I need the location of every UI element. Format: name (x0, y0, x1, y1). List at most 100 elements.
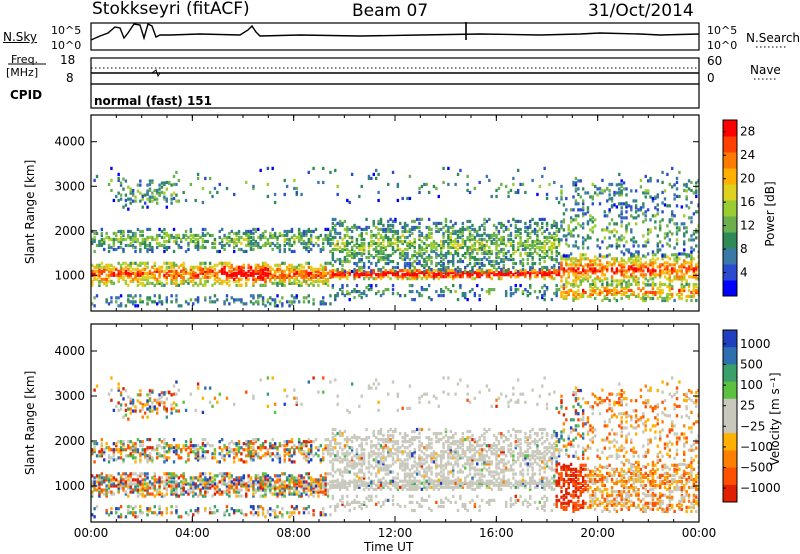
power-cell (579, 263, 582, 267)
power-cell (382, 235, 385, 240)
power-cell (656, 290, 659, 295)
power-cell (377, 219, 380, 224)
power-cell (603, 236, 607, 240)
velocity-cell (204, 509, 207, 513)
power-cell (574, 292, 578, 297)
power-cell (257, 265, 260, 269)
power-cell (557, 269, 561, 273)
power-cell (247, 263, 250, 267)
power-cell (613, 259, 616, 263)
velocity-cell (172, 476, 176, 480)
velocity-cell (127, 407, 130, 411)
power-cell (685, 298, 688, 303)
power-cell (536, 245, 539, 250)
power-cell (158, 183, 161, 187)
power-cell (550, 235, 554, 240)
velocity-cell (93, 460, 96, 464)
power-cell (637, 250, 640, 254)
power-cell (536, 233, 539, 238)
power-cell (423, 269, 426, 274)
velocity-cell (112, 492, 116, 496)
power-cell (545, 271, 549, 275)
power-cell (387, 253, 390, 258)
power-cell (447, 249, 450, 254)
power-cell (478, 261, 481, 266)
power-cell (444, 269, 448, 274)
velocity-cell (143, 411, 147, 415)
power-cell (317, 273, 320, 277)
power-cell (502, 239, 505, 244)
power-cell (516, 287, 520, 292)
power-cell (490, 271, 493, 275)
velocity-cell (139, 492, 142, 496)
power-cell (504, 251, 508, 256)
power-cell (403, 221, 407, 226)
power-cell (382, 227, 385, 232)
power-cell (112, 267, 116, 271)
power-cell (415, 255, 419, 260)
power-cell (427, 265, 431, 270)
power-cell (411, 275, 414, 279)
power-cell (119, 273, 123, 277)
power-cell (603, 210, 607, 214)
velocity-cell (187, 458, 190, 462)
power-cell (249, 241, 253, 246)
power-cell (158, 275, 161, 279)
velocity-cell (158, 476, 161, 480)
power-cell (488, 178, 491, 183)
power-cell (136, 304, 140, 308)
power-cell (406, 247, 409, 252)
power-cell (661, 170, 664, 175)
power-cell (492, 233, 496, 238)
power-cell (232, 237, 236, 242)
power-cell (695, 284, 698, 289)
power-cell (452, 269, 455, 273)
power-cell (302, 279, 306, 283)
power-cell (300, 283, 303, 287)
power-cell (269, 277, 272, 281)
power-cell (608, 288, 611, 293)
power-cell (377, 249, 380, 254)
power-cell (495, 194, 498, 199)
velocity-cell (204, 494, 207, 498)
power-cell (651, 253, 655, 257)
power-cell (581, 222, 585, 226)
power-cell (687, 284, 691, 289)
power-cell (697, 203, 699, 207)
velocity-cell (213, 396, 217, 400)
power-cell (495, 245, 498, 250)
power-cell (608, 193, 611, 197)
power-cell (452, 271, 455, 275)
power-cell (673, 222, 676, 226)
power-cell (642, 292, 645, 297)
power-cell (497, 243, 501, 248)
power-cell (168, 235, 171, 240)
power-cell (473, 235, 477, 240)
velocity-cell (158, 438, 161, 442)
power-cell (391, 271, 395, 275)
power-cell (646, 252, 650, 256)
power-cell (319, 233, 323, 238)
power-cell (483, 251, 486, 256)
power-cell (374, 253, 378, 258)
power-cell (480, 269, 484, 274)
power-cell (319, 275, 323, 279)
power-cell (488, 255, 491, 260)
power-cell (334, 273, 337, 277)
power-cell (182, 265, 185, 269)
velocity-cell (119, 505, 123, 509)
power-cell (103, 239, 106, 244)
power-cell (170, 275, 173, 279)
power-cell (360, 184, 363, 189)
power-cell (637, 244, 640, 248)
power-cell (314, 273, 318, 277)
power-cell (151, 247, 154, 252)
velocity-cell (131, 444, 135, 448)
power-cell (541, 271, 544, 275)
power-cell (415, 289, 419, 294)
power-cell (237, 265, 241, 269)
power-cell (596, 292, 599, 297)
velocity-cell (155, 411, 159, 415)
power-cell (119, 239, 123, 244)
power-cell (95, 273, 99, 277)
